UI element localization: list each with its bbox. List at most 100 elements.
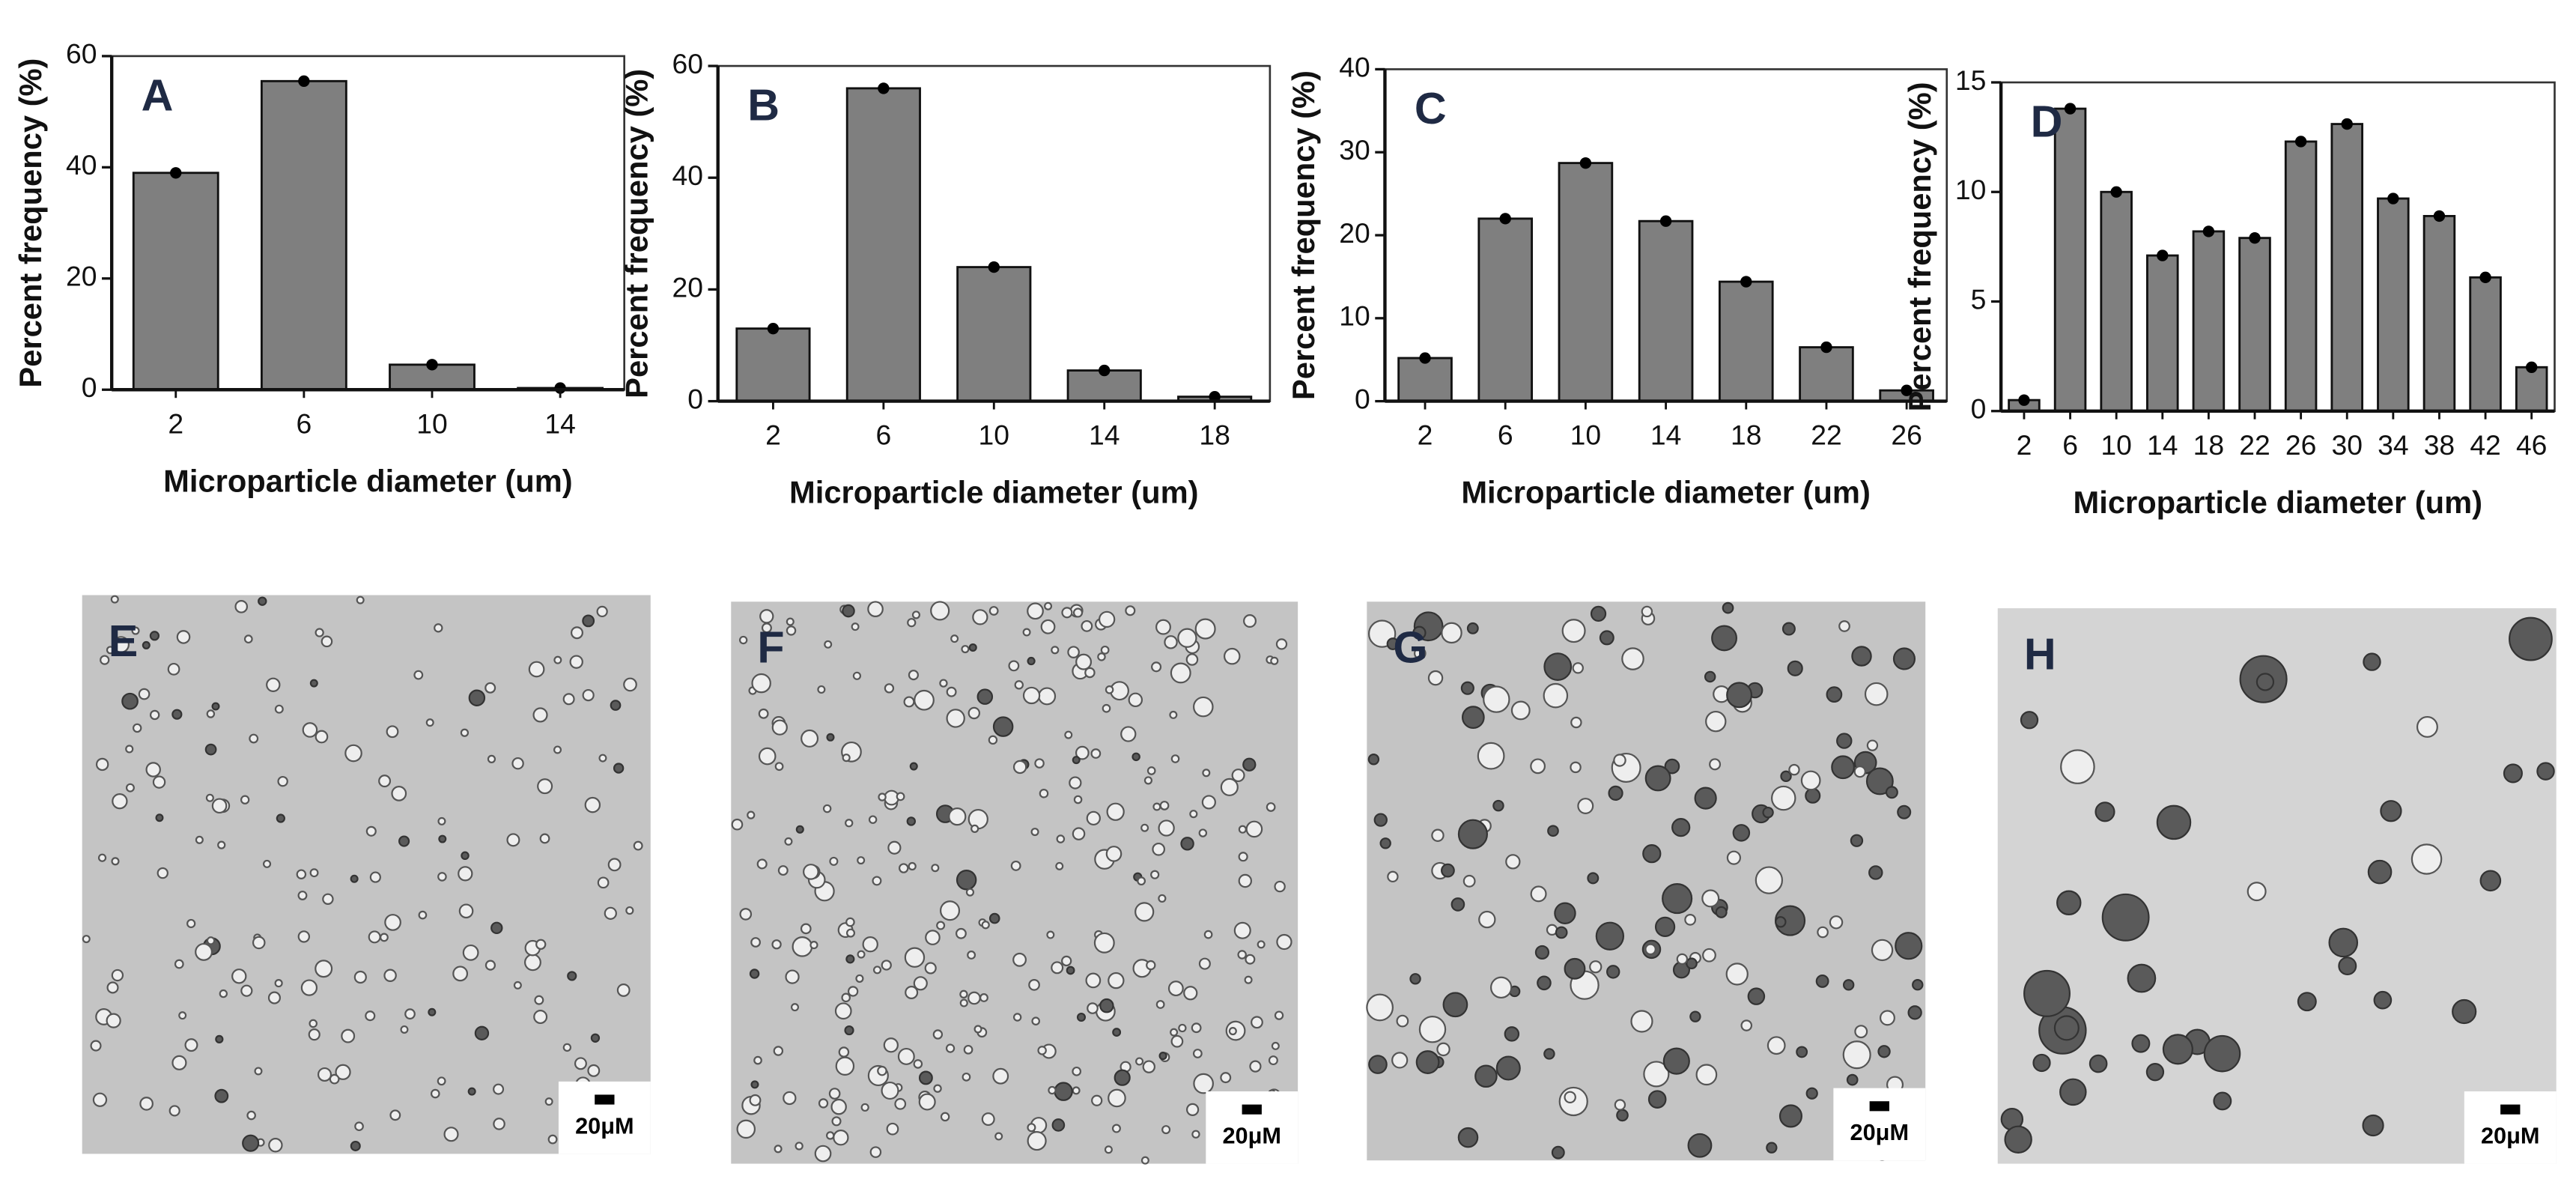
x-tick-label: 2 xyxy=(765,419,781,451)
particle xyxy=(1155,1000,1165,1009)
particle xyxy=(258,596,267,606)
particle xyxy=(1242,757,1257,772)
particle xyxy=(1817,926,1829,939)
particle xyxy=(967,706,981,720)
particle xyxy=(1831,755,1855,780)
particle xyxy=(1027,656,1036,666)
particle xyxy=(171,709,183,720)
particle xyxy=(547,1134,558,1145)
particle xyxy=(749,969,760,979)
particle xyxy=(1412,625,1427,640)
mean-dot xyxy=(1740,276,1752,288)
particle xyxy=(458,903,474,919)
particle xyxy=(1202,769,1211,778)
mean-dot xyxy=(1820,341,1832,354)
particle xyxy=(309,679,318,688)
particle xyxy=(932,1029,944,1040)
bar xyxy=(2146,254,2179,413)
particle xyxy=(1474,1064,1498,1088)
y-axis-label: Percent frequency (%) xyxy=(13,58,48,388)
particle xyxy=(904,947,926,968)
particle xyxy=(1072,1066,1082,1076)
particle xyxy=(484,682,496,694)
particle xyxy=(1689,1010,1701,1022)
particle xyxy=(750,937,761,948)
bar xyxy=(2238,237,2271,413)
particle xyxy=(1853,765,1866,778)
particle xyxy=(350,1140,361,1151)
particle xyxy=(1169,710,1178,719)
particle xyxy=(368,930,381,944)
bar xyxy=(956,266,1032,403)
particle xyxy=(1051,961,1064,975)
particle xyxy=(268,1138,283,1153)
particle xyxy=(1572,662,1584,674)
particle xyxy=(535,939,547,950)
particle xyxy=(1097,652,1106,661)
particle xyxy=(739,908,753,921)
x-tick-label: 2 xyxy=(168,407,183,439)
particle xyxy=(562,693,575,706)
particle xyxy=(1621,647,1644,670)
x-tick-label: 10 xyxy=(979,419,1009,451)
particle xyxy=(908,670,919,681)
particle xyxy=(1684,913,1697,926)
particle xyxy=(184,1038,198,1052)
particle xyxy=(1170,1034,1184,1048)
particle xyxy=(1028,979,1040,991)
particle xyxy=(881,960,892,971)
particle xyxy=(262,859,272,868)
particle xyxy=(1781,622,1796,636)
particle xyxy=(1072,756,1081,765)
particle xyxy=(110,595,119,604)
particle xyxy=(1715,906,1728,918)
x-tick-label: 14 xyxy=(1650,419,1681,451)
particle xyxy=(2509,616,2553,661)
particle xyxy=(2089,1054,2108,1073)
particle xyxy=(939,679,948,688)
particle xyxy=(842,754,851,763)
particle xyxy=(623,677,637,692)
particle xyxy=(903,696,915,708)
particle xyxy=(97,853,107,862)
particle xyxy=(596,605,608,618)
particle xyxy=(1726,682,1753,709)
particle xyxy=(1027,1123,1036,1133)
particle xyxy=(125,783,135,792)
particle xyxy=(1871,939,1894,962)
mean-dot xyxy=(878,82,890,94)
particle xyxy=(1587,872,1600,885)
bar xyxy=(1638,219,1694,403)
x-tick-label: 18 xyxy=(2193,429,2224,461)
particle xyxy=(1220,778,1239,796)
particle xyxy=(814,1145,832,1163)
particle xyxy=(95,757,109,772)
x-axis-label: Microparticle diameter (um) xyxy=(1461,475,1870,510)
particle xyxy=(249,733,259,744)
particle xyxy=(460,728,470,737)
particle xyxy=(887,840,902,855)
bar xyxy=(1397,357,1453,403)
particle xyxy=(90,1040,102,1052)
particle xyxy=(1732,824,1751,842)
particle xyxy=(1276,933,1292,951)
particle xyxy=(1510,700,1531,721)
panel-label: B xyxy=(747,80,780,130)
particle xyxy=(1564,1091,1576,1104)
y-tick-label: 0 xyxy=(687,383,703,414)
x-axis-label: Microparticle diameter (um) xyxy=(163,463,573,498)
particle xyxy=(1778,1104,1803,1128)
particle xyxy=(1478,910,1496,929)
particle xyxy=(2411,843,2443,875)
particle xyxy=(276,813,285,823)
particle xyxy=(1098,610,1116,628)
mean-dot xyxy=(2202,225,2215,237)
particle xyxy=(1879,1010,1895,1026)
particle xyxy=(970,824,979,833)
particle xyxy=(149,631,160,641)
particle xyxy=(1146,766,1156,775)
particle xyxy=(844,1025,854,1036)
particle xyxy=(1231,769,1245,783)
particle xyxy=(1193,696,1214,718)
particle xyxy=(1725,963,1749,986)
